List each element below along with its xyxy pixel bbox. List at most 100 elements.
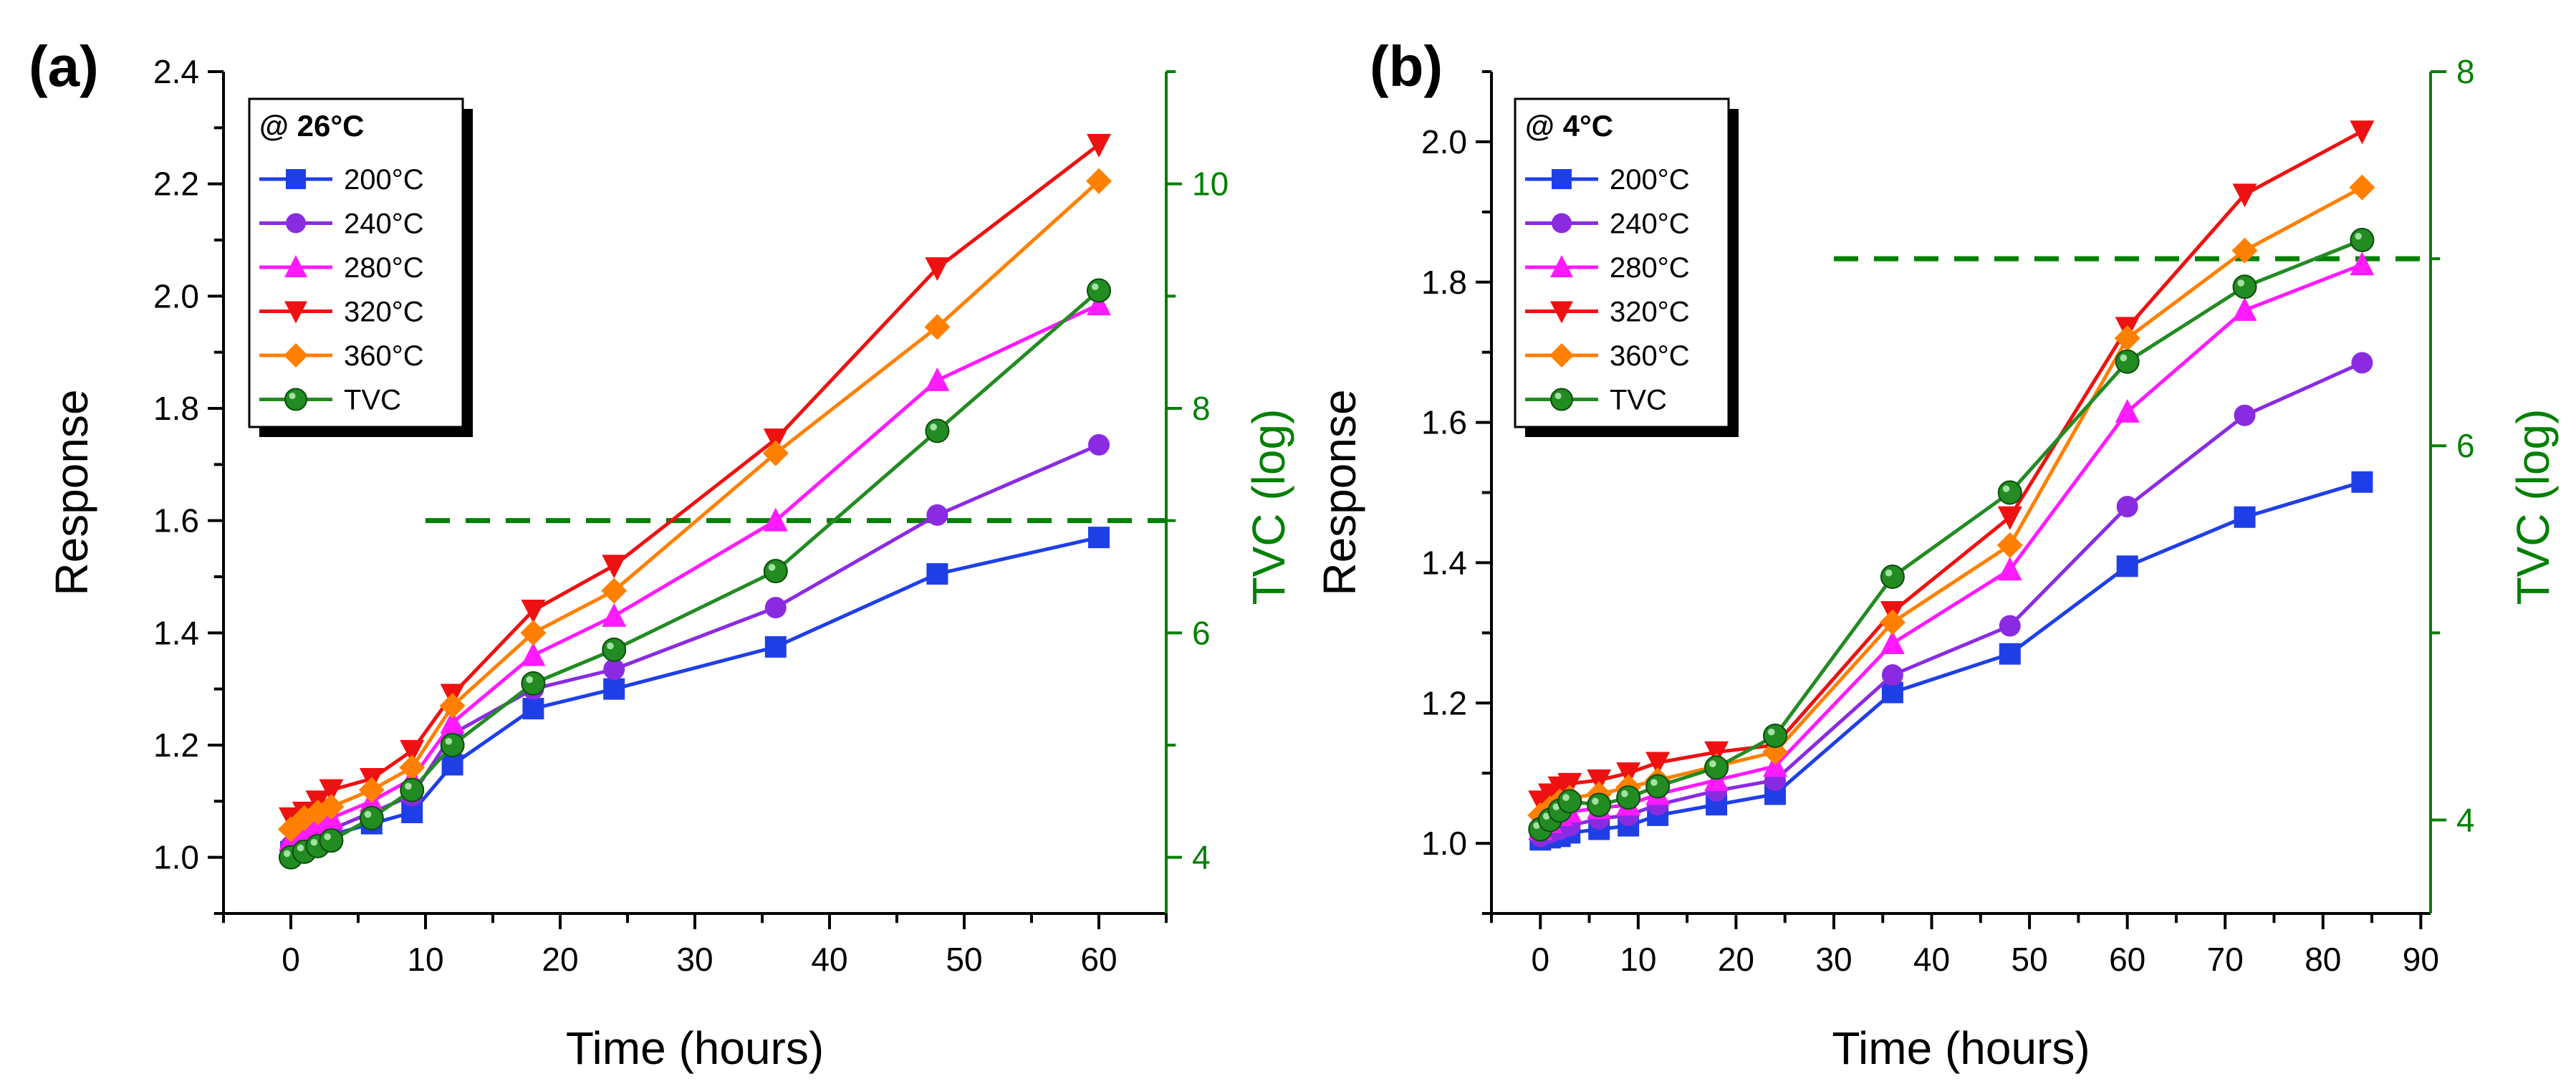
data-point <box>319 828 344 853</box>
data-point-highlight <box>526 676 533 683</box>
data-point-highlight <box>297 844 304 852</box>
y-tick-label: 1.2 <box>153 726 199 764</box>
data-point <box>1704 755 1729 780</box>
data-point <box>1557 772 1582 797</box>
y2-tick-label: 10 <box>1192 165 1229 203</box>
data-point <box>2234 506 2256 528</box>
data-point <box>2350 228 2375 252</box>
data-point <box>2350 251 2375 276</box>
data-point <box>1587 792 1612 817</box>
data-point <box>2115 349 2140 374</box>
legend-marker <box>286 213 306 234</box>
data-point <box>1645 774 1671 799</box>
series-tvc <box>279 278 1111 870</box>
data-point-highlight <box>768 564 776 571</box>
data-point-body <box>2232 274 2257 299</box>
data-point <box>2351 471 2373 493</box>
data-point-body <box>1087 278 1111 303</box>
data-point <box>764 635 787 658</box>
x-tick-label: 0 <box>282 941 300 978</box>
legend-marker <box>1550 255 1573 277</box>
legend-marker <box>1552 213 1572 234</box>
y2-tick-label: 8 <box>2456 53 2475 90</box>
y-axis-title: Response <box>1314 389 1365 595</box>
data-point-body <box>440 733 465 757</box>
data-point <box>1880 565 1905 589</box>
series-320°C <box>1528 120 2375 815</box>
data-point-highlight <box>930 423 937 431</box>
data-point <box>763 559 788 584</box>
data-point-highlight <box>364 810 372 818</box>
legend-label: 280°C <box>344 252 424 284</box>
data-point <box>2231 237 2258 264</box>
data-point <box>2116 496 2138 518</box>
legend-marker <box>1550 388 1573 411</box>
legend-marker <box>286 169 306 189</box>
x-tick-label: 50 <box>946 941 982 978</box>
data-point-body <box>400 777 425 802</box>
data-point <box>522 698 544 720</box>
data-point <box>1087 292 1111 316</box>
y-tick-label: 1.0 <box>1421 825 1467 862</box>
legend-marker-body <box>1550 388 1573 411</box>
data-point <box>520 620 547 646</box>
data-point <box>359 805 384 830</box>
data-point <box>1879 609 1905 635</box>
data-point <box>2116 555 2138 577</box>
data-point <box>1996 532 2023 558</box>
data-point-highlight <box>1562 794 1570 801</box>
legend-marker <box>284 343 308 368</box>
data-point <box>925 257 950 282</box>
data-point <box>602 637 627 662</box>
chart-panel-a: 0 10 20 30 40 50 60 1.0 1.2 1.4 1.6 1.8 2.0 2.2 2.4 4 6 8… <box>29 34 1294 1074</box>
x-tick-label: 50 <box>2012 941 2048 978</box>
data-point-body <box>1880 565 1905 589</box>
y2-tick-label: 8 <box>1192 390 1211 427</box>
series-tvc <box>1528 228 2375 842</box>
x-tick-label: 80 <box>2305 941 2341 978</box>
data-point <box>1587 769 1612 793</box>
data-point <box>440 733 465 757</box>
data-point-body <box>1587 792 1612 817</box>
data-point-highlight <box>1542 812 1550 820</box>
data-point <box>926 504 948 526</box>
chart-panel-b: 0 10 20 30 40 50 60 70 80 90 1.0 1.2 1.4 1.6 1.8 2.0 4 6 8… <box>1314 34 2559 1074</box>
panel-label: (b) <box>1370 34 1443 98</box>
data-point <box>2350 120 2375 145</box>
y2-axis-title: TVC (log) <box>1243 409 1294 605</box>
data-point <box>2232 297 2257 321</box>
series-280°C <box>279 292 1111 852</box>
data-point <box>601 577 628 604</box>
data-point <box>2234 404 2256 426</box>
legend-marker <box>1552 169 1572 189</box>
x-axis-title: Time (hours) <box>566 1022 824 1074</box>
data-point <box>1557 789 1582 814</box>
data-point <box>319 779 344 803</box>
data-point <box>1999 643 2021 665</box>
data-point <box>925 367 950 391</box>
data-point <box>2114 325 2140 352</box>
data-point-highlight <box>2002 485 2010 493</box>
x-tick-label: 70 <box>2207 941 2244 978</box>
x-tick-label: 20 <box>1718 941 1754 978</box>
data-point <box>521 600 546 623</box>
data-point-highlight <box>1650 779 1658 786</box>
data-point <box>2351 352 2373 374</box>
data-point-body <box>359 805 384 830</box>
legend: @ 4°C 200°C 240°C 280°C 320°C 360°C TVC <box>1514 97 1739 437</box>
data-point-body <box>2350 228 2375 252</box>
legend-marker-highlight <box>289 393 296 400</box>
x-tick-label: 90 <box>2403 941 2439 978</box>
data-point <box>1616 785 1641 810</box>
data-point-highlight <box>1533 822 1540 830</box>
data-point-highlight <box>2355 232 2362 240</box>
data-point <box>2232 274 2257 299</box>
data-point-highlight <box>1767 728 1775 736</box>
data-point <box>439 693 466 719</box>
y-tick-label: 1.4 <box>153 614 199 651</box>
data-point <box>1088 433 1110 456</box>
y2-tick-label: 4 <box>1192 839 1211 876</box>
x-tick-label: 30 <box>676 941 713 978</box>
data-point <box>400 739 425 764</box>
